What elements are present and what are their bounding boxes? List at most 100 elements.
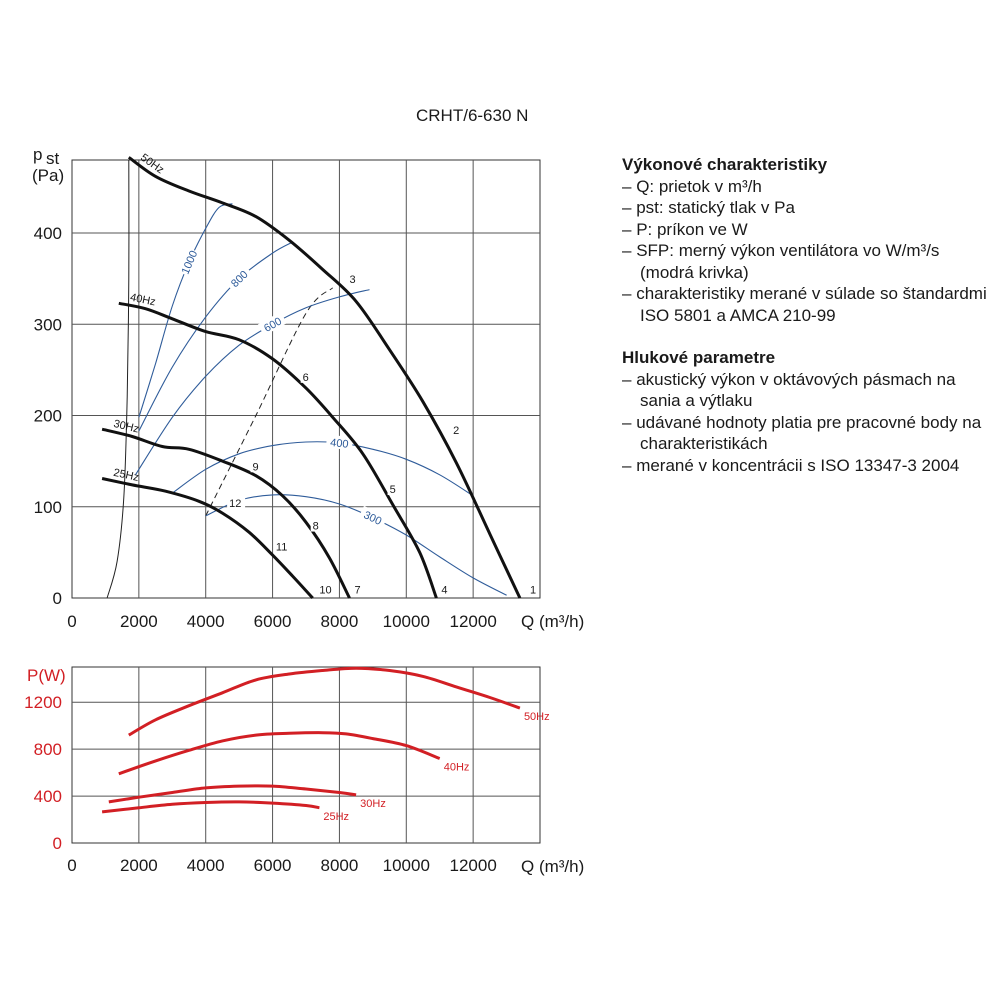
x-tick-label: 8000 <box>321 612 359 631</box>
sfp-curve <box>138 241 293 432</box>
y-tick-label: 0 <box>53 834 62 853</box>
y-tick-label: 300 <box>34 315 62 334</box>
y-axis-label: P(W) <box>27 666 66 685</box>
pressure-chart: 0 2000 4000 6000 8000 10000 12000 0 100 200 300 400… <box>32 145 584 631</box>
legend-item: charakteristiky merané v súlade so štand… <box>622 283 992 326</box>
sfp-label-bg <box>224 264 253 292</box>
point-label: 1 <box>530 584 536 596</box>
point-label: 10 <box>319 584 331 596</box>
sfp-curve <box>171 441 474 497</box>
fan-curve <box>101 477 314 600</box>
legend-item: udávané hodnoty platia pre pracovné body… <box>622 412 992 455</box>
point-label: 5 <box>390 484 396 496</box>
y-tick-label: 800 <box>34 740 62 759</box>
x-tick-label: 8000 <box>321 856 359 875</box>
y-axis-label-sub: st <box>46 149 60 168</box>
y-axis-unit: (Pa) <box>32 166 64 185</box>
power-curve <box>118 731 441 776</box>
legend-panel: Výkonové charakteristiky Q: prietok v m³… <box>622 154 992 497</box>
legend-list-performance: Q: prietok v m³/hpst: statický tlak v Pa… <box>622 176 992 327</box>
plot-frame <box>71 159 541 599</box>
point-label-bg <box>387 482 399 496</box>
sfp-label: 400 <box>330 437 350 451</box>
legend-item: akustický výkon v oktávových pásmach na … <box>622 369 992 412</box>
sfp-label-bg <box>358 505 388 529</box>
y-tick-label: 0 <box>53 589 62 608</box>
y-tick-label: 400 <box>34 787 62 806</box>
point-label-bg <box>273 539 292 553</box>
point-label: 2 <box>453 425 459 437</box>
sfp-label: 1000 <box>180 249 201 276</box>
sfp-label-bg <box>177 247 200 277</box>
sfp-curve <box>135 289 370 476</box>
power-curve-label: 30Hz <box>360 798 386 810</box>
point-label-bg <box>227 495 246 509</box>
x-tick-label: 2000 <box>120 612 158 631</box>
x-tick-label: 6000 <box>254 856 292 875</box>
legend-heading-performance: Výkonové charakteristiky <box>622 155 828 174</box>
point-label: 4 <box>441 584 447 596</box>
x-tick-label: 10000 <box>383 612 430 631</box>
point-label-bg <box>317 582 336 596</box>
x-axis-label: Q (m³/h) <box>521 857 584 876</box>
x-tick-label: 4000 <box>187 856 225 875</box>
x-tick-label: 4000 <box>187 612 225 631</box>
point-label: 12 <box>229 498 241 510</box>
y-tick-label: 400 <box>34 224 62 243</box>
y-axis-label: p <box>33 145 42 164</box>
power-curve-label: 50Hz <box>524 711 550 723</box>
x-tick-label: 2000 <box>120 856 158 875</box>
point-label-bg <box>300 369 312 383</box>
fan-curve-label: 30Hz <box>112 418 140 436</box>
x-tick-label: 12000 <box>450 856 497 875</box>
point-label: 8 <box>313 521 319 533</box>
power-curve-label: 25Hz <box>323 811 349 823</box>
fan-curve-label: 40Hz <box>129 292 157 309</box>
y-tick-label: 200 <box>34 407 62 426</box>
fan-curve <box>127 156 522 599</box>
power-curve <box>128 666 521 737</box>
legend-item: pst: statický tlak v Pa <box>622 197 992 219</box>
power-chart: 0 2000 4000 6000 8000 10000 12000 0 400 800 1200 P(… <box>24 666 584 876</box>
point-label-bg <box>451 422 463 436</box>
x-tick-label: 6000 <box>254 612 292 631</box>
legend-item: SFP: merný výkon ventilátora vo W/m³/s (… <box>622 240 992 283</box>
fan-curve <box>101 427 351 599</box>
point-label-bg <box>439 582 451 596</box>
sfp-label-bg <box>257 311 287 336</box>
x-tick-label: 0 <box>67 856 76 875</box>
point-label-bg <box>310 518 322 532</box>
x-tick-label: 0 <box>67 612 76 631</box>
sfp-curve <box>205 494 507 596</box>
point-label-bg <box>347 272 359 286</box>
y-tick-label: 100 <box>34 498 62 517</box>
power-curve <box>108 784 357 804</box>
point-label-bg <box>527 582 539 596</box>
legend-heading-noise: Hlukové parametre <box>622 348 776 367</box>
point-label-bg <box>250 459 262 473</box>
point-label: 9 <box>253 461 259 473</box>
point-label: 7 <box>354 584 360 596</box>
system-line <box>205 287 334 517</box>
point-label: 6 <box>303 372 309 384</box>
power-curve <box>101 800 320 814</box>
x-tick-label: 12000 <box>450 612 497 631</box>
y-tick-label: 1200 <box>24 693 62 712</box>
system-line <box>106 159 130 599</box>
point-label: 3 <box>349 274 355 286</box>
sfp-label-bg <box>325 434 354 451</box>
point-label-bg <box>352 582 364 596</box>
legend-list-noise: akustický výkon v oktávových pásmach na … <box>622 369 992 477</box>
x-tick-label: 10000 <box>383 856 430 875</box>
legend-item: Q: prietok v m³/h <box>622 176 992 198</box>
x-axis-label: Q (m³/h) <box>521 612 584 631</box>
plot-frame <box>71 666 541 844</box>
legend-item: merané v koncentrácii s ISO 13347-3 2004 <box>622 455 992 477</box>
point-label: 11 <box>276 542 287 554</box>
fan-curve <box>118 301 438 599</box>
chart-title: CRHT/6-630 N <box>416 106 529 125</box>
fan-curve-label: 25Hz <box>112 467 140 484</box>
legend-item: P: príkon ve W <box>622 219 992 241</box>
power-curve-label: 40Hz <box>444 762 470 774</box>
